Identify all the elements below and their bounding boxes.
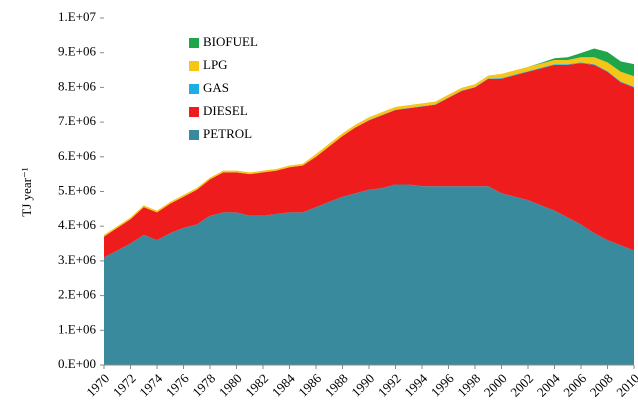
- x-tick-label: 1986: [295, 370, 324, 399]
- x-tick-label: 1970: [83, 371, 112, 400]
- x-tick-label: 1998: [454, 371, 483, 400]
- x-tick-label: 2004: [534, 370, 563, 399]
- x-tick-label: 2000: [481, 371, 510, 400]
- x-tick-label: 2010: [613, 371, 638, 400]
- legend-swatch: [189, 38, 199, 48]
- legend-swatch: [189, 107, 199, 117]
- x-tick-label: 2002: [507, 371, 536, 400]
- x-tick-label: 1988: [322, 371, 351, 400]
- y-tick-label: 6.E+06: [58, 148, 97, 163]
- y-tick-label: 7.E+06: [58, 113, 97, 128]
- x-tick-label: 1984: [269, 370, 298, 399]
- y-tick-label: 4.E+06: [58, 217, 97, 232]
- legend-swatch: [189, 130, 199, 140]
- y-tick-label: 3.E+06: [58, 252, 97, 267]
- x-tick-label: 1996: [428, 370, 457, 399]
- x-tick-label: 1994: [401, 370, 430, 399]
- legend-label: PETROL: [203, 126, 252, 141]
- y-tick-label: 2.E+06: [58, 287, 97, 302]
- legend-label: LPG: [203, 57, 228, 72]
- x-tick-label: 1980: [216, 371, 245, 400]
- x-tick-label: 1992: [375, 371, 404, 400]
- legend-label: BIOFUEL: [203, 34, 258, 49]
- area: [104, 184, 634, 365]
- y-tick-label: 1.E+06: [58, 321, 97, 336]
- x-tick-label: 2006: [560, 370, 589, 399]
- legend-label: DIESEL: [203, 103, 248, 118]
- x-tick-label: 1976: [163, 370, 192, 399]
- legend-label: GAS: [203, 80, 229, 95]
- y-tick-label: 5.E+06: [58, 182, 97, 197]
- legend-swatch: [189, 61, 199, 71]
- legend-swatch: [189, 84, 199, 94]
- area: [104, 63, 634, 258]
- y-tick-label: 8.E+06: [58, 78, 97, 93]
- x-tick-label: 1972: [110, 371, 139, 400]
- y-tick-label: 0.E+00: [58, 356, 96, 371]
- x-tick-label: 1974: [136, 370, 165, 399]
- x-tick-label: 1990: [348, 371, 377, 400]
- y-tick-label: 9.E+06: [58, 44, 97, 59]
- x-tick-label: 1978: [189, 371, 218, 400]
- x-tick-label: 2008: [587, 371, 616, 400]
- x-tick-label: 1982: [242, 371, 271, 400]
- y-axis-label: TJ year⁻¹: [19, 167, 34, 216]
- y-tick-label: 1.E+07: [58, 9, 97, 24]
